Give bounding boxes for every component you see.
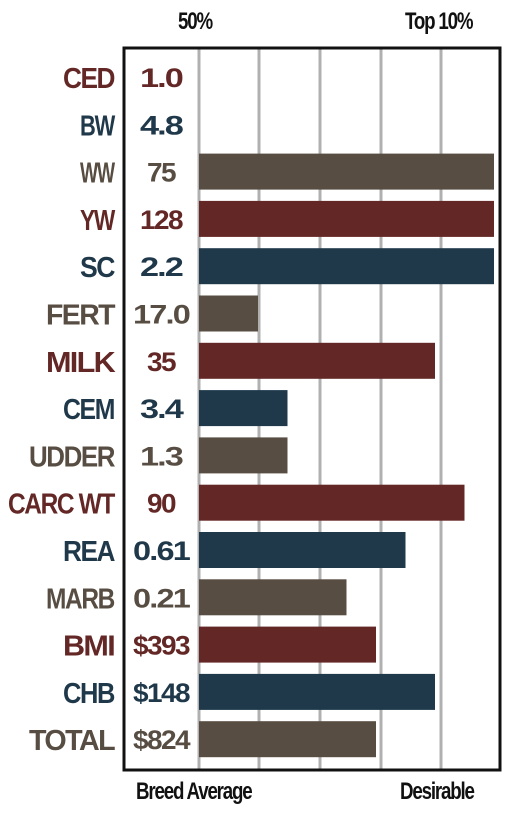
bar-total [199,721,376,758]
value-label: 90 [147,489,175,519]
trait-label: UDDER [29,441,115,473]
trait-label: REA [63,536,115,568]
trait-label: CED [63,63,115,95]
bar-cem [199,390,288,427]
value-label: $148 [133,678,191,708]
bottom-right-scale-label: Desirable [400,778,475,805]
value-label: 0.61 [133,536,191,566]
trait-label: SC [80,252,116,284]
bar-ww [199,153,494,190]
trait-label: BMI [63,631,115,663]
trait-label: MILK [46,347,116,379]
value-label: 3.4 [140,394,184,424]
trait-label: CHB [63,678,115,710]
top-left-scale-label: 50% [178,8,213,35]
bar-fert [199,295,258,332]
value-label: 4.8 [140,110,184,140]
bar-udder [199,437,288,474]
bar-milk [199,342,435,379]
trait-label: BW [80,110,116,142]
value-label: 128 [140,205,184,235]
trait-label: WW [80,158,115,190]
trait-label: MARB [46,583,115,615]
bar-rea [199,532,406,568]
bottom-left-scale-label: Breed Average [136,778,253,805]
bar-chb [199,673,435,710]
value-label: 1.0 [140,63,183,93]
bar-carc-wt [199,484,465,521]
bar-marb [199,579,347,616]
bar-bmi [199,626,376,663]
value-label: 17.0 [133,300,190,330]
bar-sc [199,248,494,285]
chart-frame [122,46,502,772]
trait-label: YW [80,205,116,237]
trait-label: TOTAL [29,725,115,757]
top-right-scale-label: Top 10% [405,8,474,35]
trait-label: FERT [46,300,116,332]
value-label: $393 [133,631,191,661]
value-label: 1.3 [140,441,184,471]
bar-yw [199,200,494,237]
value-label: $824 [133,725,191,755]
trait-label: CEM [63,394,114,426]
value-label: 75 [147,158,177,188]
value-label: 2.2 [140,252,183,282]
trait-label: CARC WT [8,489,116,521]
value-label: 0.21 [133,583,191,613]
value-label: 35 [147,347,177,377]
